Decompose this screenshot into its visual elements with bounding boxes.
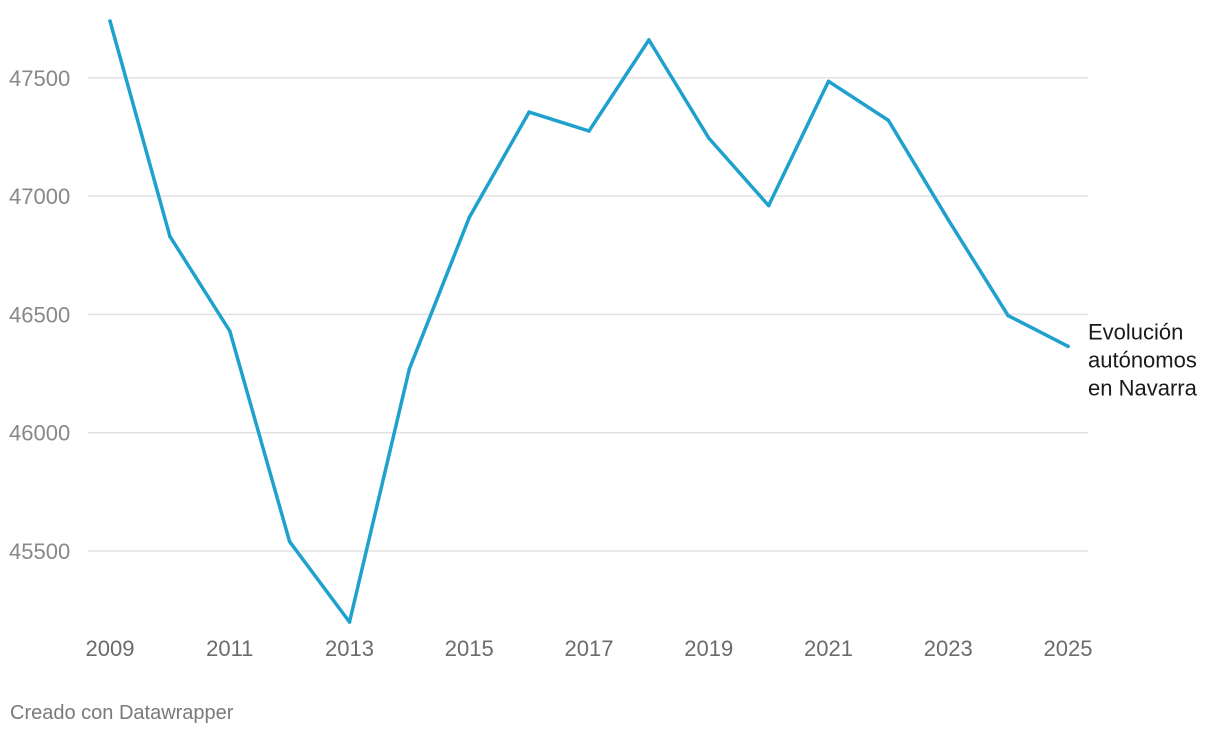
data-point [647,38,651,42]
series-label: Evolución [1088,319,1183,344]
data-point [766,203,771,208]
x-tick-label: 2015 [445,636,494,661]
gridlines [88,77,1088,552]
data-point [946,217,951,222]
data-point [168,234,172,239]
x-tick-label: 2019 [684,636,733,661]
data-point [227,329,232,333]
chart-credit: Creado con Datawrapper [10,702,234,724]
data-point [347,620,352,624]
y-tick-label: 46000 [9,421,70,446]
series-label: en Navarra [1088,375,1198,400]
y-tick-label: 47000 [9,184,70,209]
x-tick-label: 2017 [565,636,614,661]
data-point [527,110,531,114]
data-point [886,118,891,123]
x-tick-label: 2013 [325,636,374,661]
series-labels: Evolución autónomos en Navarra [1088,319,1198,400]
data-point [1066,344,1070,349]
data-point [287,539,292,544]
y-tick-label: 45500 [9,539,70,564]
data-point [108,19,112,23]
x-tick-label: 2021 [804,636,853,661]
y-tick-label: 47500 [9,66,70,91]
series-line [108,19,1070,624]
x-tick-label: 2023 [924,636,973,661]
data-point [826,79,831,84]
data-point [467,215,472,220]
y-tick-label: 46500 [9,302,70,327]
x-tick-label: 2011 [206,636,253,661]
x-tick-label: 2009 [86,636,135,661]
data-point [706,136,711,140]
x-tick-label: 2025 [1044,636,1093,661]
data-point [407,367,412,371]
data-point [1006,313,1010,318]
series-layer [108,19,1070,624]
y-axis-ticks: 45500 46000 46500 47000 47500 [9,66,70,564]
x-axis-ticks: 2009 2011 2013 2015 2017 2019 2021 2023 2025 [86,636,1093,661]
series-label: autónomos [1088,347,1197,372]
data-point [587,129,591,133]
